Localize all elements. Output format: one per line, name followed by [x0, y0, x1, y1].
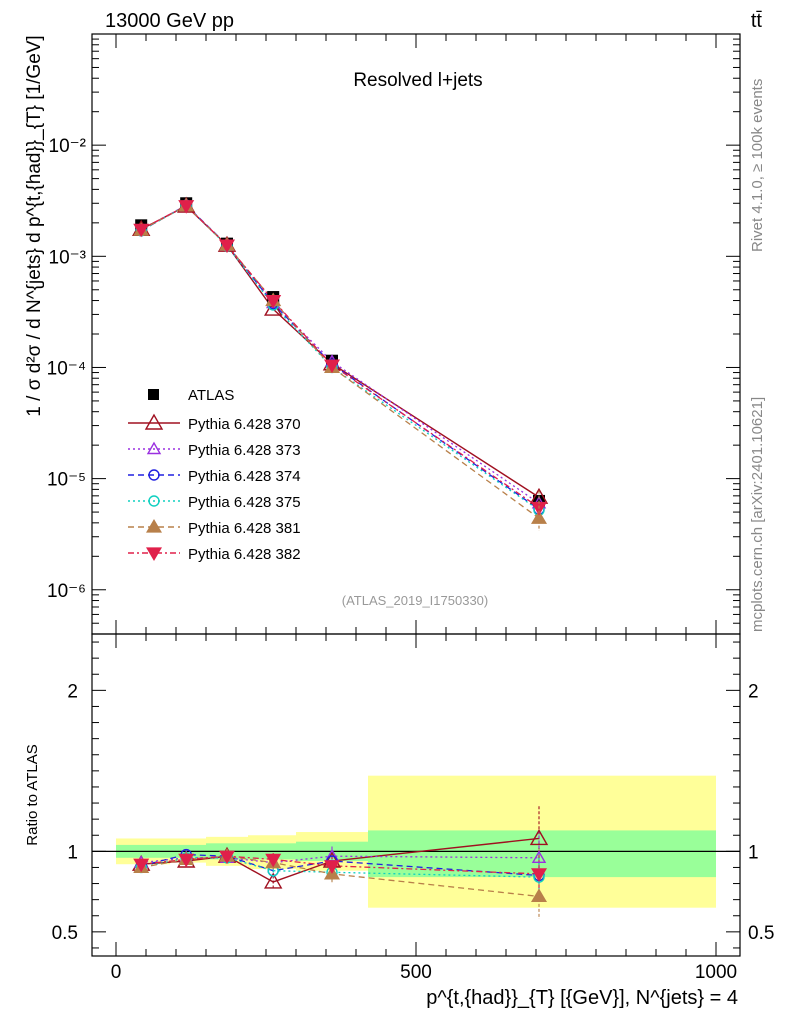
- series-point: [324, 359, 340, 374]
- ratio-series-line: [141, 857, 540, 878]
- process-label: tt̄: [751, 10, 763, 32]
- legend-atlas-marker: [148, 389, 159, 400]
- ratio-y-tick-label-left: 2: [67, 681, 78, 702]
- x-tick-label: 0: [111, 962, 122, 983]
- legend-marker: [148, 495, 160, 507]
- x-axis-title: p^{t,{had}}_{T} [{GeV}], N^{jets} = 4: [426, 987, 738, 1009]
- series-point: [133, 223, 150, 238]
- ratio-point: [531, 850, 547, 863]
- legend-marker: [146, 547, 162, 561]
- main-axes: 10⁻⁶ 10⁻⁵ 10⁻⁴ 10⁻³ 10⁻²: [47, 33, 740, 635]
- ratio-series-line: [141, 855, 540, 864]
- ratio-point: [529, 829, 549, 846]
- ratio-y-tick-label-right: 2: [748, 681, 759, 702]
- ratio-y-axis-title: Ratio to ATLAS: [24, 744, 41, 845]
- ratio-point: [324, 860, 340, 874]
- legend-series-label: Pythia 6.428 374: [188, 468, 301, 485]
- ratio-point: [178, 853, 195, 868]
- series-point: [265, 294, 282, 309]
- series-point: [219, 239, 235, 254]
- mcplots-label: mcplots.cern.ch [arXiv:2401.10621]: [749, 397, 766, 632]
- legend-marker: [146, 441, 162, 455]
- ratio-y-tick-label-right: 0.5: [748, 923, 774, 944]
- ratio-panel: 0.5 0.5 1 1 2 2 0 500 1000 Ratio to ATLAS p^{t,{…: [24, 633, 774, 1009]
- ratio-point: [263, 872, 283, 889]
- y-tick-label: 10⁻⁶: [47, 581, 86, 602]
- energy-label: 13000 GeV pp: [105, 10, 234, 32]
- ratio-point: [133, 858, 150, 873]
- series-point: [178, 200, 195, 214]
- legend-series-entries: Pythia 6.428 370 Pythia 6.428 373 Pythia 6…: [128, 413, 301, 563]
- x-tick-label: 1000: [695, 962, 737, 983]
- ratio-series-line: [141, 837, 540, 883]
- legend-atlas-label: ATLAS: [188, 387, 234, 404]
- series-point: [531, 501, 547, 516]
- ratio-point: [531, 888, 547, 903]
- y-tick-label: 10⁻²: [49, 136, 87, 157]
- series-line: [140, 204, 540, 511]
- ratio-uncertainty-bands: [92, 775, 740, 908]
- ratio-y-tick-label-right: 1: [748, 842, 759, 863]
- ratio-y-tick-label-left: 0.5: [52, 923, 78, 944]
- legend-series-label: Pythia 6.428 375: [188, 494, 301, 511]
- legend-item-atlas: ATLAS: [148, 387, 234, 404]
- series-line: [140, 204, 540, 510]
- ratio-point: [219, 850, 235, 865]
- legend-series-label: Pythia 6.428 373: [188, 442, 301, 459]
- legend-series-label: Pythia 6.428 382: [188, 546, 301, 563]
- analysis-label: (ATLAS_2019_I1750330): [342, 593, 488, 608]
- ratio-point: [265, 853, 282, 868]
- chart-title: Resolved l+jets: [353, 70, 482, 91]
- ratio-y-tick-label-left: 1: [67, 842, 78, 863]
- ratio-series-line: [141, 853, 540, 877]
- legend-marker: [148, 469, 160, 481]
- series-line: [140, 204, 540, 509]
- legend-series-label: Pythia 6.428 370: [188, 416, 301, 433]
- ratio-frame: [91, 633, 741, 957]
- rivet-version-label: Rivet 4.1.0, ≥ 100k events: [749, 79, 766, 252]
- ratio-point: [531, 868, 547, 882]
- ratio-axes: 0.5 0.5 1 1 2 2 0 500 1000: [52, 634, 774, 983]
- main-data-marks: [131, 196, 549, 531]
- main-frame: [91, 33, 741, 635]
- ratio-data-marks: [131, 806, 549, 919]
- y-tick-label: 10⁻⁵: [47, 470, 86, 491]
- legend-series-label: Pythia 6.428 381: [188, 520, 301, 537]
- main-y-axis-title: 1 / σ d²σ / d N^{jets} d p^{t,{had}}_{T}…: [24, 35, 45, 416]
- y-tick-label: 10⁻³: [49, 247, 87, 268]
- ratio-series-line: [141, 855, 540, 875]
- legend-marker: [144, 413, 164, 430]
- x-tick-label: 500: [400, 962, 432, 983]
- legend-marker: [146, 519, 162, 533]
- main-panel: Resolved l+jets (ATLAS_2019_I1750330) 1 …: [24, 33, 741, 635]
- y-tick-label: 10⁻⁴: [47, 358, 86, 379]
